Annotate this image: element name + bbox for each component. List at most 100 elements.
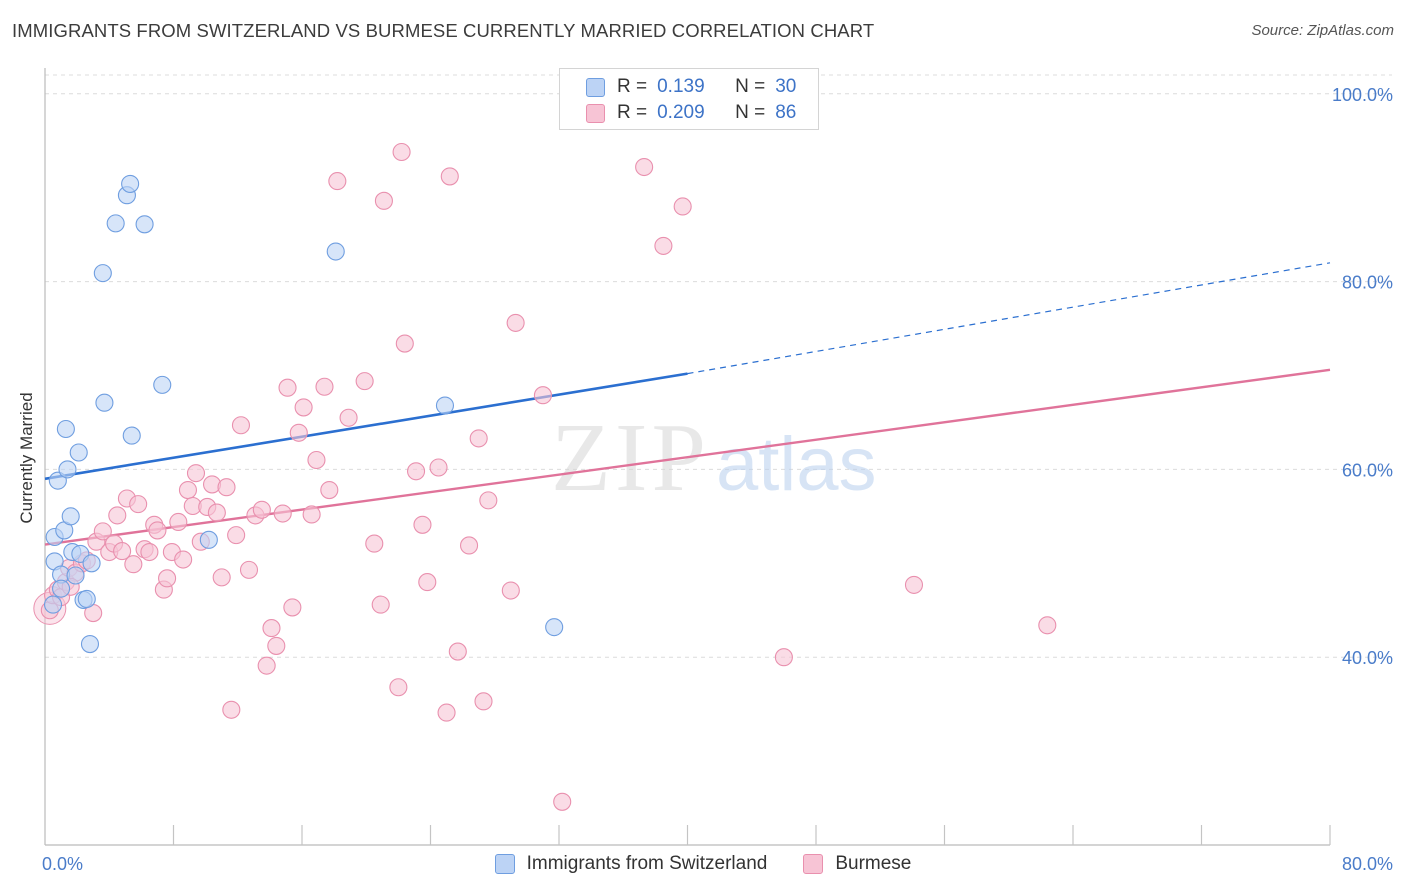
data-point-burmese	[459, 536, 479, 555]
trend-line-switzerland-extension	[687, 262, 1331, 375]
data-point-burmese	[553, 792, 572, 811]
data-point-burmese	[302, 505, 321, 524]
data-point-switzerland	[69, 443, 88, 462]
data-point-switzerland	[135, 215, 154, 234]
data-point-burmese	[257, 656, 276, 675]
data-point-burmese	[904, 575, 924, 594]
data-point-burmese	[140, 542, 159, 562]
r-label: R =	[617, 76, 648, 97]
data-point-burmese	[113, 542, 132, 561]
swatch-blue	[586, 77, 605, 97]
series-legend: Immigrants from Switzerland Burmese	[0, 851, 1406, 877]
r-label: R =	[617, 102, 648, 123]
trend-line-switzerland	[44, 372, 688, 481]
data-point-burmese	[320, 480, 339, 500]
data-point-burmese	[158, 569, 177, 588]
trend-line-burmese	[44, 368, 1331, 546]
n-value: 86	[775, 102, 797, 123]
n-value: 30	[775, 76, 797, 97]
data-point-burmese	[533, 386, 552, 405]
data-point-burmese	[654, 236, 673, 255]
data-point-switzerland	[77, 589, 96, 609]
data-point-burmese	[355, 372, 374, 391]
data-point-switzerland	[61, 507, 80, 526]
data-point-burmese	[374, 191, 393, 210]
data-point-switzerland	[93, 264, 112, 283]
data-point-burmese	[635, 157, 654, 177]
data-point-burmese	[231, 416, 251, 435]
data-point-burmese	[479, 491, 498, 510]
data-point-switzerland	[43, 595, 63, 614]
data-point-switzerland	[80, 634, 100, 654]
data-point-burmese	[217, 478, 236, 497]
data-point-switzerland	[106, 214, 125, 233]
data-point-switzerland	[199, 530, 218, 549]
data-point-burmese	[395, 334, 414, 353]
data-point-burmese	[406, 462, 426, 481]
data-point-burmese	[474, 692, 493, 711]
data-point-burmese	[124, 555, 143, 574]
data-point-switzerland	[153, 375, 172, 394]
data-point-burmese	[108, 506, 127, 525]
data-point-burmese	[267, 636, 286, 655]
data-point-switzerland	[121, 174, 140, 193]
data-point-burmese	[294, 398, 313, 417]
data-point-burmese	[283, 598, 302, 617]
data-point-switzerland	[56, 419, 75, 439]
y-tick-label: 80.0%	[1342, 273, 1393, 293]
data-point-burmese	[207, 503, 226, 522]
data-point-burmese	[392, 142, 411, 162]
chart-title: IMMIGRANTS FROM SWITZERLAND VS BURMESE C…	[12, 20, 875, 41]
legend-label: Burmese	[835, 853, 912, 874]
data-point-burmese	[448, 642, 467, 661]
r-value: 0.209	[657, 102, 705, 123]
x-tick-label: 80.0%	[1342, 854, 1393, 874]
data-point-burmese	[93, 522, 112, 541]
data-point-burmese	[148, 521, 167, 540]
data-point-burmese	[774, 648, 793, 667]
legend-item-burmese: Burmese	[803, 853, 911, 875]
data-point-burmese	[186, 464, 206, 483]
stats-row-switzerland: R = 0.139 N = 30	[586, 74, 796, 100]
data-point-burmese	[227, 526, 246, 545]
data-point-burmese	[429, 458, 448, 477]
legend-swatch-blue	[494, 854, 515, 874]
watermark: ZIP atlas	[551, 404, 877, 512]
data-point-burmese	[413, 515, 432, 534]
data-point-burmese	[315, 377, 334, 396]
data-point-burmese	[389, 678, 408, 697]
axes	[44, 68, 1331, 846]
data-point-burmese	[273, 504, 292, 523]
data-point-burmese	[307, 450, 326, 470]
n-label: N =	[735, 102, 766, 123]
data-point-switzerland	[82, 554, 101, 573]
y-tick-label: 100.0%	[1332, 85, 1393, 105]
data-point-switzerland	[95, 393, 114, 412]
data-point-burmese	[289, 423, 308, 442]
data-point-burmese	[328, 172, 347, 191]
source-label: Source: ZipAtlas.com	[1251, 22, 1394, 39]
data-point-burmese	[212, 568, 231, 587]
data-point-burmese	[469, 429, 488, 448]
data-point-switzerland	[326, 242, 345, 261]
data-point-switzerland	[66, 566, 85, 585]
legend-swatch-pink	[803, 854, 824, 874]
data-point-burmese	[278, 378, 297, 397]
legend-item-switzerland: Immigrants from Switzerland	[494, 853, 767, 875]
data-point-burmese	[440, 167, 459, 186]
stats-row-burmese: R = 0.209 N = 86	[586, 100, 796, 126]
data-points	[33, 142, 1057, 811]
y-tick-label: 40.0%	[1342, 648, 1393, 668]
tick-labels: 40.0% 60.0% 80.0% 100.0% 0.0% 80.0%	[42, 85, 1393, 874]
data-point-burmese	[365, 534, 384, 553]
stats-legend: R = 0.139 N = 30 R = 0.209 N = 86	[559, 68, 819, 130]
swatch-pink	[586, 103, 605, 123]
data-point-switzerland	[545, 618, 564, 637]
data-point-switzerland	[58, 460, 77, 479]
data-point-burmese	[339, 408, 358, 427]
data-point-burmese	[129, 495, 148, 514]
data-point-burmese	[506, 313, 525, 332]
data-point-burmese	[239, 560, 259, 579]
data-point-burmese	[501, 581, 520, 600]
data-point-burmese	[418, 573, 437, 592]
